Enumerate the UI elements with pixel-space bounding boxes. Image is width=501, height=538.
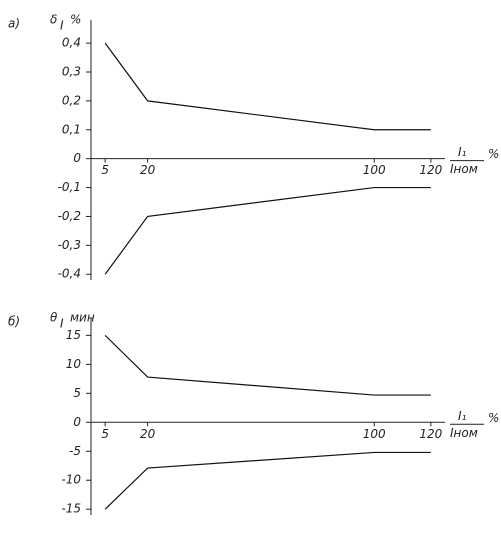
y-tick-label: -0,3	[58, 238, 81, 252]
y-tick-label: 5	[73, 386, 81, 400]
x-tick-label: 5	[101, 163, 109, 177]
x-tick-label: 100	[363, 163, 386, 177]
y-tick-label: -0,4	[58, 267, 81, 281]
x-tick-label: 5	[101, 427, 109, 441]
x-label-unit: %	[488, 147, 499, 161]
y-tick-label: -0,1	[58, 180, 81, 194]
y-tick-label: -10	[61, 473, 81, 487]
y-tick-label: -0,2	[58, 209, 81, 223]
x-label-denominator: Iном	[450, 162, 478, 176]
panel-label: а)	[8, 17, 20, 31]
x-label-denominator: Iном	[450, 426, 478, 440]
y-tick-label: 0	[73, 151, 81, 165]
y-label-symbol: θ	[50, 311, 58, 325]
series-line	[104, 186, 431, 275]
y-tick-label: 0,1	[62, 122, 81, 136]
y-label-subscript: I	[60, 317, 64, 331]
x-tick-label: 100	[363, 427, 386, 441]
series-line	[104, 334, 431, 396]
x-label-unit: %	[488, 411, 499, 425]
y-tick-label: 15	[66, 328, 81, 342]
series-line	[104, 451, 431, 510]
y-tick-label: 0,4	[62, 36, 81, 50]
x-tick-label: 120	[419, 163, 442, 177]
y-label-symbol: δ	[50, 13, 57, 27]
x-label-numerator: I₁	[458, 145, 467, 159]
y-tick-label: 0,2	[62, 93, 81, 107]
x-tick-label: 120	[419, 427, 442, 441]
y-tick-label: 0,3	[62, 65, 81, 79]
y-label-subscript: I	[60, 19, 64, 33]
y-tick-label: -15	[61, 502, 81, 516]
x-tick-label: 20	[140, 427, 156, 441]
y-label-unit: мин	[70, 311, 95, 325]
y-tick-label: -5	[69, 444, 81, 458]
y-tick-label: 10	[66, 357, 82, 371]
panel-label: б)	[8, 315, 20, 329]
x-label-numerator: I₁	[458, 409, 467, 423]
series-line	[104, 42, 431, 131]
y-label-unit: %	[70, 13, 81, 27]
x-tick-label: 20	[140, 163, 156, 177]
y-tick-label: 0	[73, 415, 81, 429]
